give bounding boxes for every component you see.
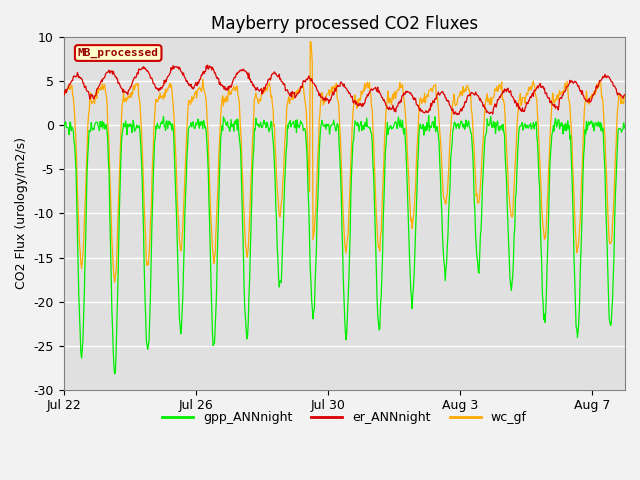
wc_gf — [352, 98, 360, 104]
wc_gf — [174, 209, 182, 215]
gpp_ANNnight — [125, 124, 132, 130]
wc_gf — [125, 93, 132, 99]
er_ANNnight — [204, 62, 211, 68]
Line: gpp_ANNnight: gpp_ANNnight — [63, 116, 625, 374]
wc_gf — [111, 279, 118, 285]
er_ANNnight — [621, 92, 629, 97]
er_ANNnight — [399, 92, 406, 98]
gpp_ANNnight — [490, 125, 498, 131]
wc_gf — [136, 104, 144, 109]
gpp_ANNnight — [351, 118, 359, 124]
gpp_ANNnight — [174, 270, 182, 276]
er_ANNnight — [351, 97, 359, 103]
Title: Mayberry processed CO2 Fluxes: Mayberry processed CO2 Fluxes — [211, 15, 478, 33]
wc_gf — [60, 89, 67, 95]
wc_gf — [307, 39, 314, 45]
er_ANNnight — [454, 112, 462, 118]
gpp_ANNnight — [425, 113, 433, 119]
gpp_ANNnight — [136, 132, 144, 137]
wc_gf — [621, 92, 629, 98]
er_ANNnight — [124, 92, 132, 97]
er_ANNnight — [136, 66, 143, 72]
gpp_ANNnight — [111, 371, 118, 377]
gpp_ANNnight — [399, 118, 406, 123]
Legend: gpp_ANNnight, er_ANNnight, wc_gf: gpp_ANNnight, er_ANNnight, wc_gf — [157, 406, 532, 429]
gpp_ANNnight — [60, 126, 67, 132]
Line: er_ANNnight: er_ANNnight — [63, 65, 625, 115]
Line: wc_gf: wc_gf — [63, 42, 625, 282]
Y-axis label: CO2 Flux (urology/m2/s): CO2 Flux (urology/m2/s) — [15, 137, 28, 289]
wc_gf — [399, 92, 407, 98]
er_ANNnight — [173, 65, 181, 71]
wc_gf — [490, 93, 498, 98]
gpp_ANNnight — [621, 125, 629, 131]
er_ANNnight — [60, 89, 67, 95]
Text: MB_processed: MB_processed — [77, 48, 159, 58]
er_ANNnight — [490, 104, 498, 110]
